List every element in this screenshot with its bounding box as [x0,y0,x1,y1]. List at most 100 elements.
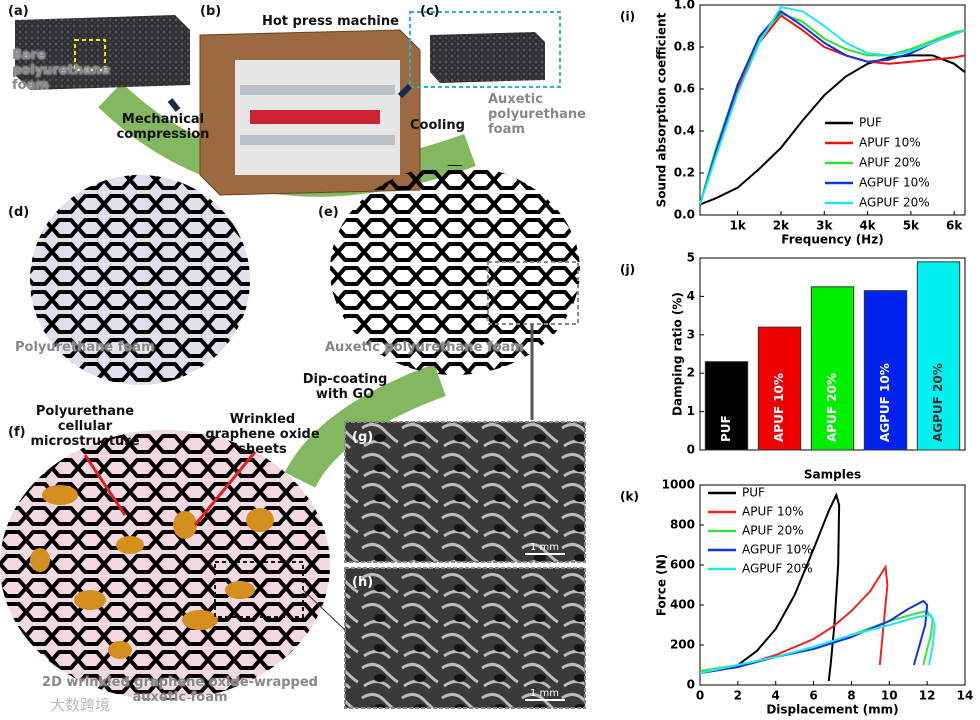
y-tick-label: 0 [687,443,695,457]
legend-label: APUF 20% [859,156,921,170]
x-axis-label: Frequency (Hz) [781,233,883,247]
step-arrow [167,83,413,112]
plot-frame [699,4,966,216]
caption: 2D wrinkled graphene oxide-wrapped auxet… [42,675,318,705]
x-tick-label: 4 [772,689,780,703]
legend-label: PUF [742,486,765,500]
y-tick-label: 800 [670,518,695,532]
plot-frame [699,484,966,686]
y-tick-label: 200 [670,638,695,652]
pointer-arrow [83,451,257,526]
watermark: 大数跨境 [50,696,111,714]
caption: Cooling [410,118,465,133]
data-line [699,492,841,682]
panel-label: (a) [8,4,29,19]
y-tick-label: 3 [687,327,695,341]
y-tick-label: 0.4 [674,124,695,138]
legend-label: AGPUF 20% [742,562,813,576]
x-tick-label: 6 [809,689,817,703]
legend-label: AGPUF 20% [859,196,930,210]
legend-label: APUF 20% [742,524,804,538]
bar-label: APUF 10% [772,373,786,442]
foam-network [30,175,250,385]
panel-label: (j) [620,263,635,277]
y-tick-label: 0.0 [674,208,695,222]
x-tick-label: 6k [946,219,963,233]
zoom-line [302,589,346,631]
bar-label: AGPUF 10% [878,363,892,442]
panel-label: (c) [420,4,440,19]
panel-label: (d) [8,205,30,220]
x-tick-label: 10 [881,689,898,703]
scale-label: 1 mm [530,688,560,699]
legend-label: PUF [859,116,882,130]
legend-label: AGPUF 10% [742,543,813,557]
press-plate [240,85,395,95]
bar-label: PUF [719,415,733,442]
legend-label: AGPUF 10% [859,176,930,190]
panel-label: (b) [200,4,222,19]
x-tick-label: 8 [847,689,855,703]
bar [916,261,961,451]
caption: Hot press machine [262,14,399,29]
data-line [699,54,966,206]
foam-block [15,15,190,90]
panel-label: (g) [352,430,374,445]
y-tick-label: 0 [687,678,695,692]
caption: Wrinkled graphene oxide sheets [205,412,320,457]
zoom-box [74,39,106,71]
y-axis-label: Force (N) [655,554,669,616]
y-tick-label: 1.0 [674,0,695,12]
x-tick-label: 1k [729,219,746,233]
bar [704,361,749,451]
x-axis-label: Samples [804,468,861,482]
y-tick-label: 400 [670,598,695,612]
x-tick-label: 14 [957,689,974,703]
x-tick-label: 2k [773,219,790,233]
legend-label: APUF 10% [859,136,921,150]
x-tick-label: 0 [696,689,704,703]
x-tick-label: 3k [816,219,833,233]
sem-image-g [344,421,586,563]
y-tick-label: 600 [670,558,695,572]
zoom-box [214,561,304,618]
y-tick-label: 1 [687,404,695,418]
y-tick-label: 0.8 [674,40,695,54]
y-tick-label: 0.6 [674,82,695,96]
data-line [699,5,966,205]
sem-image-h [344,567,586,709]
panel-label: (f) [8,425,26,440]
press-mold [250,110,380,124]
legend-label: APUF 10% [742,505,804,519]
caption: Dip-coating with GO [302,372,388,402]
x-axis-label: Displacement (mm) [766,703,898,717]
foam-block [430,32,545,83]
y-tick-label: 2 [687,366,695,380]
panel-label: (e) [318,205,339,220]
x-tick-label: 2 [734,689,742,703]
y-tick-label: 1000 [662,478,695,492]
graphene-sheets [30,485,274,659]
caption: Polyurethane foam [15,340,155,355]
caption: Mechanical compression [116,112,210,142]
bar [863,290,908,451]
caption: Auxetic polyurethane foam [325,340,524,355]
bar-label: AGPUF 20% [931,363,945,442]
y-tick-label: 4 [687,289,695,303]
data-line [699,14,966,205]
y-axis-label: Damping ratio (%) [671,292,685,416]
data-line [699,599,929,674]
bar [810,286,855,451]
data-line [699,609,934,672]
caption: Bare polyurethane foam [12,48,110,93]
caption: Auxetic polyurethane foam [488,92,586,137]
x-tick-label: 5k [903,219,920,233]
auxetic-network [330,165,580,375]
panel-label: (i) [620,10,635,24]
data-line [699,564,889,674]
y-tick-label: 5 [687,251,695,265]
y-axis-label: Sound absorption coefficient [655,12,669,207]
bar [757,326,802,451]
